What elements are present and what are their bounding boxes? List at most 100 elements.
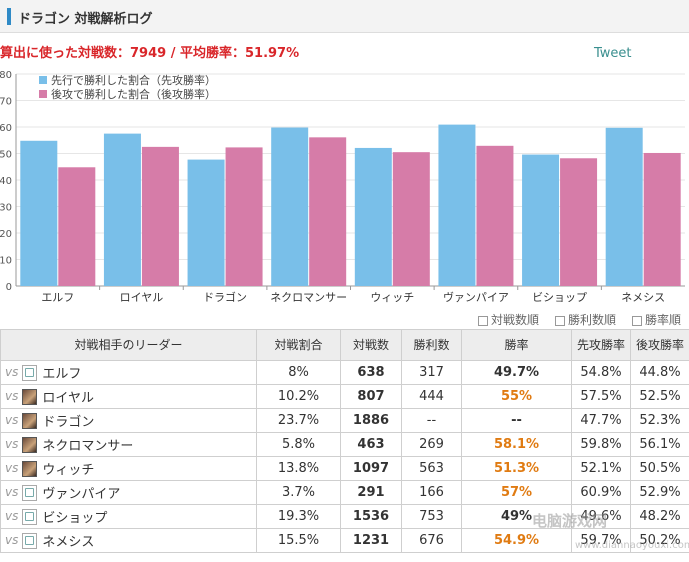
leader-cell: vs ヴァンパイア [0,480,257,505]
legend-swatch [39,76,47,84]
col-header-rate[interactable]: 勝率 [461,329,572,361]
watermark-url: www.diannaoyouxi.com [575,540,689,551]
checkbox-icon [478,315,488,326]
first-rate-cell: 47.7% [571,408,631,433]
bar-second [476,145,514,286]
y-tick-label: 70 [0,97,12,108]
leader-cell: vs ドラゴン [0,408,257,433]
watermark: 电脑游戏网 [532,512,608,530]
matchup-table: 対戦相手のリーダー 対戦割合 対戦数 勝利数 勝率 先攻勝率 後攻勝率 vs エル… [0,329,689,553]
col-header-second-rate[interactable]: 後攻勝率 [630,329,689,361]
col-header-share[interactable]: 対戦割合 [256,329,341,361]
checkbox-icon [555,315,565,326]
bar-second [643,152,681,286]
leader-avatar-icon [22,436,38,453]
first-rate-cell: 49.6% [571,504,631,529]
y-tick-label: 60 [0,123,12,134]
second-rate-cell: 52.3% [630,408,689,433]
table-row: vs ロイヤル 10.2% 807 444 55% 57.5% 52.5% [0,384,689,409]
wins-cell: 444 [401,384,462,409]
second-rate-cell: 52.5% [630,384,689,409]
leader-avatar-icon [22,388,38,405]
second-rate-cell: 52.9% [630,480,689,505]
table-row: vs ドラゴン 23.7% 1886 -- -- 47.7% 52.3% [0,408,689,433]
vs-label: vs [5,365,19,379]
sort-by-wins[interactable]: 勝利数順 [555,311,616,328]
wins-cell: 166 [401,480,462,505]
x-tick-label: ヴァンパイア [443,290,509,304]
leader-name: ウィッチ [42,463,95,478]
second-rate-cell: 56.1% [630,432,689,457]
games-cell: 1886 [340,408,402,433]
vs-label: vs [5,461,19,475]
leader-avatar-icon [22,484,38,501]
bar-first [354,147,392,286]
y-tick-label: 30 [0,203,12,214]
leader-name: ビショップ [42,511,108,526]
vs-label: vs [5,509,19,523]
bar-first [271,127,309,286]
games-cell: 291 [340,480,402,505]
rate-cell: 54.9% [461,528,572,553]
vs-label: vs [5,485,19,499]
leader-avatar-icon [22,532,38,549]
table-row: vs ネメシス 15.5% 1231 676 54.9% 59.7% 50.2% [0,528,689,553]
first-rate-cell: 52.1% [571,456,631,481]
col-header-wins[interactable]: 勝利数 [401,329,462,361]
leader-name: ヴァンパイア [42,487,121,502]
leader-cell: vs ビショップ [0,504,257,529]
leader-name: エルフ [42,367,82,382]
bar-second [225,147,263,286]
leader-cell: vs ウィッチ [0,456,257,481]
header-accent-bar [7,8,11,25]
table-row: vs ウィッチ 13.8% 1097 563 51.3% 52.1% 50.5% [0,456,689,481]
col-header-games[interactable]: 対戦数 [340,329,402,361]
games-cell: 807 [340,384,402,409]
y-tick-label: 10 [0,256,12,267]
legend-label: 先行で勝利した割合（先攻勝率） [51,73,216,87]
y-tick-label: 0 [6,282,12,293]
sort-by-rate[interactable]: 勝率順 [632,311,681,328]
vs-label: vs [5,437,19,451]
wins-cell: -- [401,408,462,433]
vs-label: vs [5,389,19,403]
first-rate-cell: 54.8% [571,360,631,385]
checkbox-icon [632,315,642,326]
leader-name: ネクロマンサー [42,439,134,454]
col-header-leader[interactable]: 対戦相手のリーダー [0,329,257,361]
bar-second [309,137,347,286]
leader-cell: vs エルフ [0,360,257,385]
rate-cell: 55% [461,384,572,409]
table-row: vs ヴァンパイア 3.7% 291 166 57% 60.9% 52.9% [0,480,689,505]
bar-first [605,127,643,286]
table-row: vs ネクロマンサー 5.8% 463 269 58.1% 59.8% 56.1% [0,432,689,457]
bar-second [58,167,96,286]
bar-first [20,140,58,286]
rate-cell: 49.7% [461,360,572,385]
rate-cell: -- [461,408,572,433]
col-header-first-rate[interactable]: 先攻勝率 [571,329,631,361]
x-tick-label: ネメシス [621,291,665,304]
x-tick-label: ロイヤル [120,291,164,304]
y-tick-label: 80 [0,70,12,81]
tweet-button[interactable]: Tweet [594,46,632,61]
bar-second [392,152,430,286]
wins-cell: 269 [401,432,462,457]
bar-first [438,124,476,286]
page-title: ドラゴン 対戦解析ログ [18,12,153,27]
wins-cell: 563 [401,456,462,481]
y-tick-label: 40 [0,176,12,187]
games-cell: 1097 [340,456,402,481]
bar-first [103,133,141,286]
share-cell: 5.8% [256,432,341,457]
rate-cell: 51.3% [461,456,572,481]
share-cell: 23.7% [256,408,341,433]
sort-by-games[interactable]: 対戦数順 [478,311,539,328]
x-tick-label: ネクロマンサー [270,291,347,304]
x-tick-label: ドラゴン [203,290,247,304]
wins-cell: 317 [401,360,462,385]
bar-first [522,154,560,286]
second-rate-cell: 50.2% [630,528,689,553]
leader-avatar-icon [22,508,38,525]
page-header: ドラゴン 対戦解析ログ [0,0,689,33]
